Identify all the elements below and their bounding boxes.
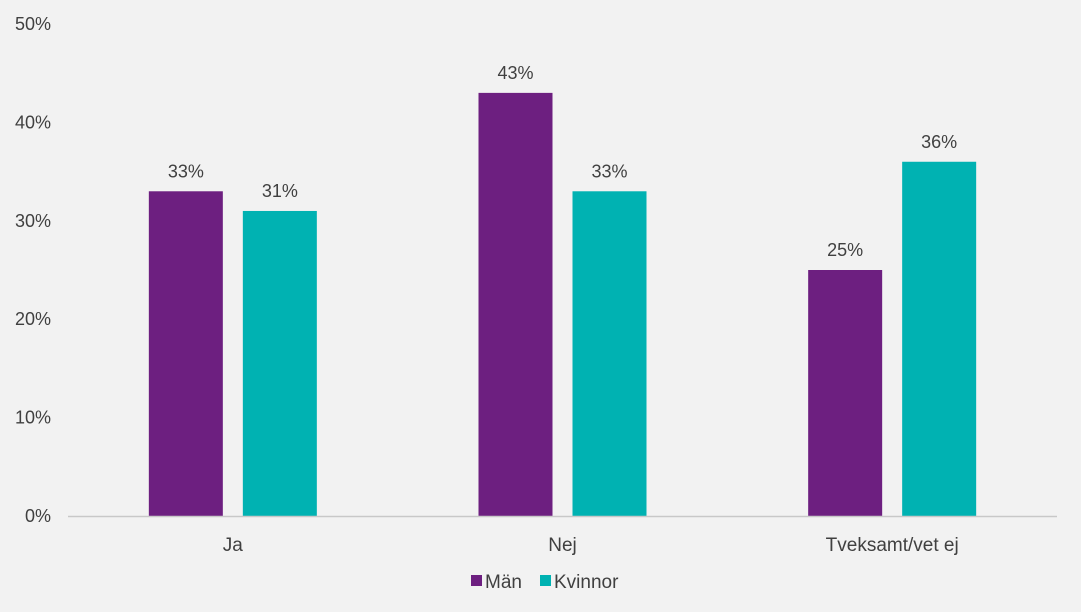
x-tick-label: Nej [548, 535, 577, 556]
y-tick-label: 0% [25, 506, 51, 526]
x-axis: Ja Nej Tveksamt/vet ej [223, 535, 959, 556]
y-axis: 0% 10% 20% 30% 40% 50% [15, 14, 51, 526]
x-tick-label: Ja [223, 535, 244, 556]
y-tick-label: 20% [15, 309, 51, 329]
legend-label: Kvinnor [554, 572, 619, 593]
y-tick-label: 30% [15, 211, 51, 231]
bar-m-n-tveksamt-vet-ej [808, 270, 883, 516]
bar-m-n-ja [148, 191, 223, 516]
legend-label: Män [485, 572, 522, 593]
bar-group [148, 92, 977, 516]
data-label: 25% [827, 240, 863, 260]
y-tick-label: 40% [15, 112, 51, 132]
data-label: 31% [262, 181, 298, 201]
data-label: 36% [921, 132, 957, 152]
x-tick-label: Tveksamt/vet ej [826, 535, 959, 556]
bar-m-n-nej [478, 92, 553, 516]
legend: Män Kvinnor [471, 572, 619, 593]
bar-kvinnor-tveksamt-vet-ej [902, 161, 977, 516]
data-label: 33% [591, 161, 627, 181]
legend-swatch [471, 575, 482, 586]
bar-kvinnor-nej [572, 191, 647, 516]
y-tick-label: 10% [15, 408, 51, 428]
data-label: 33% [168, 161, 204, 181]
data-labels: 33% 31% 43% 33% 25% 36% [168, 63, 957, 260]
legend-swatch [540, 575, 551, 586]
bar-kvinnor-ja [242, 210, 317, 516]
y-tick-label: 50% [15, 14, 51, 34]
data-label: 43% [497, 63, 533, 83]
